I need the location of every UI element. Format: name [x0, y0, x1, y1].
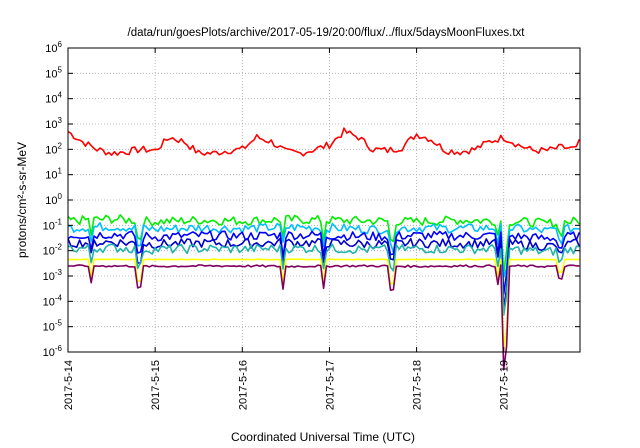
x-axis-label: Coordinated Universal Time (UTC) [231, 430, 415, 444]
y-tick-label: 100 [45, 192, 62, 207]
series-line [67, 222, 580, 279]
y-tick-label: 106 [45, 40, 62, 55]
y-tick-label: 101 [45, 167, 62, 182]
chart-title: /data/run/goesPlots/archive/2017-05-19/2… [128, 27, 526, 39]
x-tick-label: 2017-5-18 [412, 360, 424, 410]
x-tick-label: 2017-5-19 [499, 360, 511, 410]
y-tick-label: 10-3 [43, 268, 63, 283]
y-tick-label: 10-4 [43, 293, 63, 308]
y-tick-label: 10-5 [43, 319, 63, 334]
series-line [67, 214, 580, 275]
x-tick-label: 2017-5-14 [63, 360, 75, 410]
series-group [67, 127, 581, 371]
y-tick-label: 103 [45, 116, 62, 131]
series-line [67, 237, 581, 310]
x-ticks: 2017-5-14 2017-5-15 2017-5-16 2017-5-17 2017… [63, 48, 511, 410]
series-line [67, 230, 581, 295]
series-line [68, 243, 580, 316]
y-ticks: 10-6 10-5 10-4 10-3 10-2 10-1 100 101 102 103 104 1… [43, 40, 580, 359]
y-tick-label: 10-1 [43, 217, 63, 232]
y-tick-label: 10-2 [43, 243, 63, 258]
x-tick-label: 2017-5-17 [324, 360, 336, 410]
y-tick-label: 104 [45, 91, 62, 106]
x-tick-label: 2017-5-16 [237, 360, 249, 410]
series-line [68, 264, 580, 371]
y-tick-label: 10-6 [43, 344, 63, 359]
y-tick-label: 102 [45, 141, 62, 156]
y-axis-label: protons/cm²-s-sr-MeV [15, 142, 29, 258]
series-line [67, 127, 581, 157]
y-tick-label: 105 [45, 65, 62, 80]
x-tick-label: 2017-5-15 [150, 360, 162, 410]
